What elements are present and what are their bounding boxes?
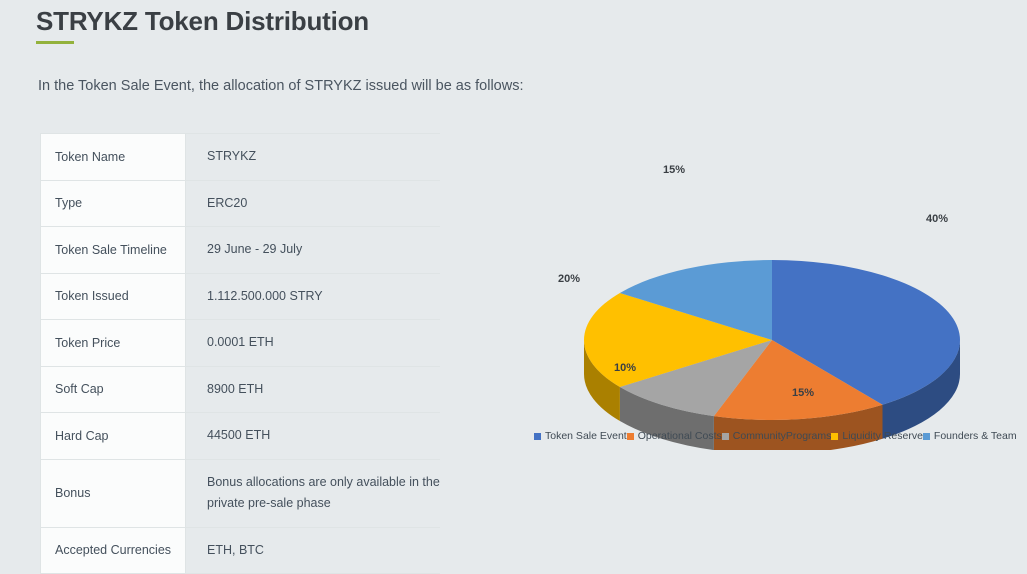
slice-label-founders-team: 15% — [663, 164, 686, 176]
legend-item-liquidity-reserve[interactable]: Liquidity Reserve — [831, 430, 923, 442]
pie-slice-side — [584, 340, 620, 422]
legend-item-operational-costs[interactable]: Operational Costs — [626, 430, 722, 442]
row-value: ETH, BTC — [207, 542, 264, 557]
table-row: Accepted Currencies ETH, BTC — [40, 527, 440, 574]
slice-label-community-programs: 10% — [614, 362, 637, 374]
row-label: Token Price — [40, 319, 186, 366]
slice-label-liquidity-reserve: 20% — [558, 273, 581, 285]
row-label: Bonus — [40, 459, 186, 527]
pie-slice-side — [882, 340, 960, 439]
pie-slice-operational-costs[interactable] — [713, 340, 883, 420]
row-label: Token Issued — [40, 273, 186, 320]
row-value: 1.112.500.000 STRY — [207, 288, 323, 303]
row-value: 8900 ETH — [207, 381, 264, 396]
legend-label: Liquidity Reserve — [842, 430, 923, 442]
legend-item-community-programs[interactable]: CommunityPrograms — [721, 430, 832, 442]
row-value: 29 June - 29 July — [207, 242, 303, 256]
row-label: Accepted Currencies — [40, 527, 186, 574]
pie-3d-sides — [584, 340, 960, 450]
row-value: Bonus allocations are only available in … — [207, 474, 440, 511]
legend-swatch-icon — [831, 432, 839, 440]
table-row: Token Issued 1.112.500.000 STRY — [40, 273, 440, 320]
page-title: STRYKZ Token Distribution — [36, 6, 369, 36]
slice-label-operational-costs: 15% — [792, 387, 815, 399]
table-row: Token Price 0.0001 ETH — [40, 319, 440, 366]
legend-label: CommunityPrograms — [732, 430, 832, 442]
row-value: ERC20 — [207, 195, 248, 210]
pie-slice-liquidity-reserve[interactable] — [584, 292, 772, 388]
slice-label-token-sale-event: 40% — [926, 213, 949, 225]
pie-slice-communityprograms[interactable] — [619, 340, 772, 417]
pie-slice-token-sale-event[interactable] — [772, 260, 960, 405]
row-label: Token Sale Timeline — [40, 226, 186, 273]
legend-label: Operational Costs — [637, 430, 722, 442]
row-value: STRYKZ — [207, 149, 257, 163]
row-label: Token Name — [40, 133, 186, 180]
row-label: Hard Cap — [40, 412, 186, 459]
pie-chart-graphic — [584, 260, 960, 450]
pie-top-faces — [584, 260, 960, 420]
chart-legend: Token Sale Event Operational Costs Commu… — [534, 430, 1017, 442]
pie-slice-side — [713, 404, 883, 450]
table-row: Token Sale Timeline 29 June - 29 July — [40, 226, 440, 273]
legend-swatch-icon — [534, 432, 541, 440]
legend-label: Founders & Team — [933, 430, 1017, 442]
row-value: 44500 ETH — [207, 428, 271, 442]
table-row: Bonus Bonus allocations are only availab… — [40, 459, 440, 527]
table-row: Type ERC20 — [40, 180, 440, 227]
row-label: Soft Cap — [40, 366, 186, 413]
title-underline-rule — [36, 41, 74, 44]
legend-label: Token Sale Event — [545, 430, 627, 442]
row-value: 0.0001 ETH — [207, 335, 274, 349]
legend-item-founders-team[interactable]: Founders & Team — [922, 430, 1017, 442]
legend-swatch-icon — [626, 432, 634, 440]
table-row: Soft Cap 8900 ETH — [40, 366, 440, 413]
token-spec-table-body: Token Name STRYKZ Type ERC20 Token Sale … — [40, 133, 440, 574]
pie-slice-founders-team[interactable] — [619, 260, 772, 340]
legend-item-token-sale-event[interactable]: Token Sale Event — [534, 430, 627, 442]
pie-slice-side — [619, 387, 714, 450]
row-label: Type — [40, 180, 186, 227]
table-row: Token Name STRYKZ — [40, 133, 440, 180]
token-spec-table: Token Name STRYKZ Type ERC20 Token Sale … — [40, 133, 440, 574]
intro-paragraph: In the Token Sale Event, the allocation … — [38, 78, 524, 94]
legend-swatch-icon — [922, 432, 930, 440]
table-row: Hard Cap 44500 ETH — [40, 412, 440, 459]
legend-swatch-icon — [721, 432, 729, 440]
token-distribution-pie-chart: 40% 15% 10% 20% 15% — [520, 150, 1020, 460]
